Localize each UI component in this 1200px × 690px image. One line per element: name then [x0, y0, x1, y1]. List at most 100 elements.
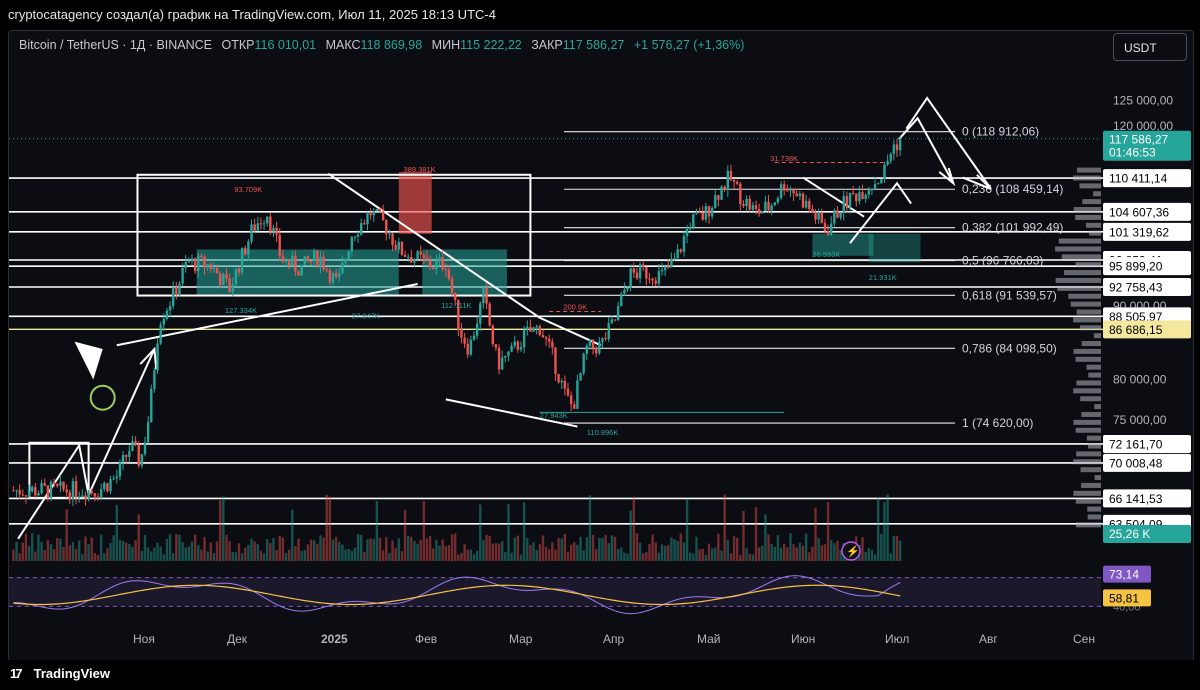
volume-bar — [770, 543, 773, 561]
drawn-trend-line[interactable] — [802, 176, 865, 218]
volume-bar — [309, 539, 313, 561]
volume-bar — [168, 534, 172, 561]
volume-bar — [200, 549, 203, 561]
candle-body — [717, 195, 720, 200]
candle-body — [544, 337, 548, 339]
tradingview-logo[interactable]: 17 TradingView — [10, 666, 110, 681]
volume-profile-label: 21.931K — [869, 273, 897, 282]
x-tick-label: Июл — [885, 632, 909, 646]
drawn-trend-line[interactable] — [849, 181, 912, 244]
volume-bar — [156, 542, 159, 561]
profile-zone-red — [398, 171, 432, 234]
volume-bar — [714, 547, 717, 561]
brand-name: TradingView — [33, 666, 110, 681]
volume-bar — [808, 552, 811, 561]
candle-body — [37, 493, 40, 496]
volume-bar — [855, 536, 858, 561]
drawn-arrow-head[interactable] — [938, 167, 956, 187]
volume-bar — [569, 544, 573, 561]
change-value: +1 576,27 (+1,36%) — [633, 38, 745, 52]
volume-bar — [303, 550, 306, 561]
alert-lightning-icon[interactable] — [841, 541, 861, 561]
volume-bar — [757, 547, 761, 561]
level-price-label: 110 411,14 — [1109, 172, 1168, 186]
volume-bar — [767, 534, 770, 561]
candle-body — [848, 192, 852, 208]
drawn-box-range[interactable] — [136, 173, 532, 297]
drawn-trend-line[interactable] — [116, 283, 418, 347]
drawn-trend-line[interactable] — [17, 442, 90, 540]
volume-profile-bar — [1086, 364, 1101, 370]
volume-bar — [704, 554, 708, 561]
volume-bar — [620, 547, 623, 561]
volume-bar — [422, 500, 426, 561]
rsi-band-label: 40,00 — [1113, 601, 1141, 613]
fib-level-label: 0 (118 912,06) — [962, 125, 1039, 139]
level-price-label: 95 899,20 — [1109, 260, 1163, 274]
y-tick-label: 75 000,00 — [1113, 413, 1167, 427]
volume-bar — [673, 539, 676, 561]
volume-bar — [21, 542, 24, 561]
price-chart-svg[interactable]: 0 (118 912,06) 0,236 (108 459,14) 0,382 (1… — [9, 31, 1193, 661]
volume-bar — [842, 543, 845, 561]
drawn-trend-line[interactable] — [327, 172, 602, 347]
volume-bar — [554, 549, 557, 561]
volume-bar — [99, 534, 103, 561]
candle-body — [695, 211, 698, 215]
candle-body — [569, 395, 573, 405]
rsi-value-label: 73,14 — [1109, 568, 1139, 582]
candle-body — [457, 299, 460, 331]
candle-body — [877, 183, 880, 185]
volume-bar — [501, 541, 504, 561]
level-price-label: 92 758,43 — [1109, 280, 1163, 294]
candle-body — [873, 183, 877, 189]
volume-bar — [428, 536, 432, 561]
drawn-trend-line[interactable] — [445, 398, 578, 428]
candle-body — [826, 231, 830, 235]
volume-bar — [472, 554, 476, 561]
volume-bar — [435, 539, 438, 561]
volume-bar — [375, 500, 379, 561]
symbol-label[interactable]: Bitcoin / TetherUS · 1Д · BINANCE — [19, 38, 213, 52]
candle-body — [491, 325, 494, 345]
x-tick-label: Июн — [791, 632, 815, 646]
chart-panel[interactable]: Bitcoin / TetherUS · 1Д · BINANCE ОТКР11… — [8, 30, 1194, 662]
drawn-arrow-head[interactable] — [139, 346, 158, 370]
volume-bar — [397, 538, 400, 561]
drawn-arrow-head[interactable] — [962, 174, 992, 190]
candle-body — [438, 257, 441, 261]
candle-body — [381, 211, 385, 221]
volume-profile-bar — [1093, 191, 1101, 197]
candle-body — [820, 212, 823, 223]
volume-bar — [59, 538, 62, 561]
profile-zone-green — [196, 249, 399, 296]
candle-body — [228, 278, 231, 293]
level-price-tag — [1103, 222, 1191, 241]
currency-button[interactable]: USDT — [1113, 33, 1187, 61]
candle-body — [754, 205, 758, 209]
volume-profile-label: 93.709K — [234, 185, 262, 194]
candle-body — [416, 251, 419, 259]
volume-bar — [720, 550, 723, 561]
candle-body — [12, 490, 15, 492]
drawn-projection-path[interactable] — [905, 96, 992, 190]
candle-body — [598, 341, 601, 354]
drawn-box-small[interactable] — [28, 441, 90, 499]
candle-body — [87, 490, 90, 500]
candle-body — [845, 196, 849, 208]
candle-body — [225, 274, 228, 279]
candle-body — [642, 264, 645, 268]
volume-bar — [736, 537, 739, 561]
volume-profile-bar — [1087, 443, 1101, 449]
candle-body — [121, 454, 125, 463]
drawn-arrow-line[interactable] — [87, 348, 156, 496]
profile-zone-green — [422, 249, 507, 296]
x-tick-label: Авг — [979, 632, 998, 646]
volume-bar — [779, 547, 783, 561]
drawn-projection-path[interactable] — [898, 116, 955, 184]
volume-bar — [764, 514, 767, 561]
candle-body — [344, 259, 347, 263]
level-price-tag — [1103, 434, 1191, 453]
volume-bar — [566, 551, 570, 561]
candle-body — [40, 483, 43, 494]
